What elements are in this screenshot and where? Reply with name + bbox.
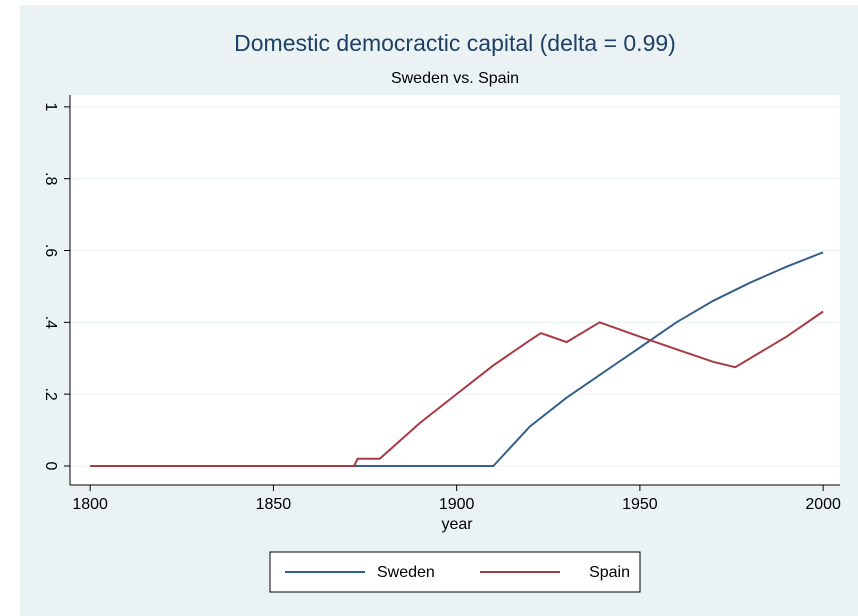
chart-subtitle: Sweden vs. Spain bbox=[391, 70, 519, 87]
y-tick-label: .8 bbox=[42, 172, 59, 185]
legend-label: Spain bbox=[589, 564, 630, 581]
y-tick-label: .4 bbox=[42, 316, 59, 329]
series-line bbox=[90, 251, 824, 467]
y-tick-label: .6 bbox=[42, 244, 59, 257]
y-tick-label: 1 bbox=[42, 102, 59, 111]
y-tick-label: .2 bbox=[42, 387, 59, 400]
x-tick-label: 1850 bbox=[256, 496, 292, 513]
legend-label: Sweden bbox=[377, 564, 435, 581]
plot-region bbox=[70, 95, 840, 485]
x-tick-label: 1950 bbox=[622, 496, 658, 513]
x-tick-label: 1800 bbox=[72, 496, 108, 513]
y-tick-label: 0 bbox=[42, 462, 59, 471]
x-tick-label: 2000 bbox=[805, 496, 841, 513]
x-tick-label: 1900 bbox=[439, 496, 475, 513]
x-axis-label: year bbox=[441, 516, 473, 533]
chart-title: Domestic democractic capital (delta = 0.… bbox=[234, 30, 676, 56]
series-line bbox=[90, 310, 824, 467]
